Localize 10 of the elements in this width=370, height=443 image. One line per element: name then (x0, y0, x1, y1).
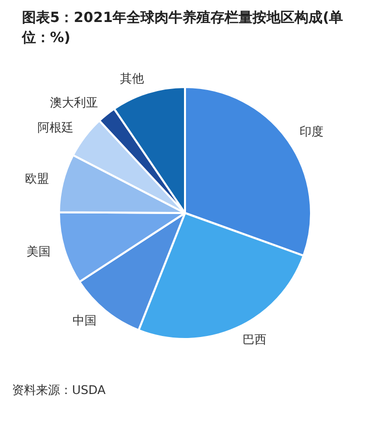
slice-label: 澳大利亚 (50, 96, 98, 110)
text: 资料来源：USDA (11, 382, 107, 399)
slice-label: 欧盟 (25, 172, 50, 186)
slice-label: 巴西 (242, 332, 267, 347)
chart-title: 图表5：2021年全球肉牛养殖存栏量按地区构成(单位：%) (20, 9, 344, 48)
slice-label: 其他 (120, 71, 144, 86)
slice-label: 中国 (72, 314, 96, 328)
slice-label: 印度 (300, 124, 324, 139)
slice-label: 美国 (26, 244, 51, 259)
slice-label: 阿根廷 (38, 120, 74, 134)
